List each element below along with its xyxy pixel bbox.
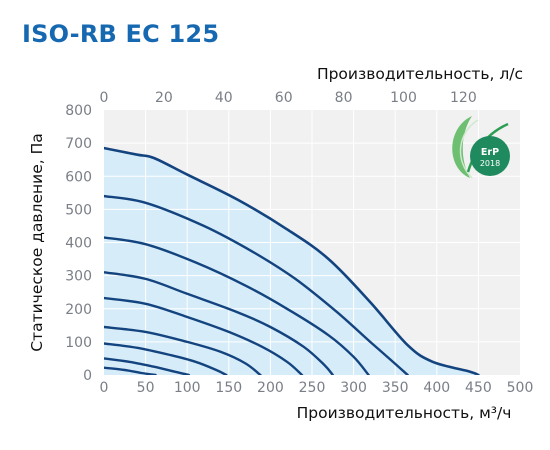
x-bottom-tick-label: 500 [507, 380, 534, 396]
y-tick-label: 700 [65, 136, 92, 152]
series-curve-4 [104, 271, 334, 375]
y-tick-label: 300 [65, 269, 92, 285]
y-tick-label: 400 [65, 236, 92, 252]
series-curve-6 [104, 325, 262, 375]
x-top-tick-label: 0 [100, 90, 109, 106]
erp-leaf-icon [452, 116, 472, 178]
x-axis-bottom-label: Производительность, м³/ч [297, 404, 512, 422]
series-curve-3 [104, 236, 370, 375]
x-bottom-tick-label: 300 [340, 380, 367, 396]
chart-title: ISO-RB EC 125 [22, 20, 220, 48]
x-top-tick-label: 120 [450, 90, 477, 106]
x-bottom-tick-label: 100 [174, 380, 201, 396]
x-bottom-tick-label: 0 [100, 380, 109, 396]
y-axis-label: Статическое давление, Па [28, 133, 46, 352]
erp-circle [470, 136, 510, 176]
series-curve-2 [104, 194, 409, 375]
x-top-tick-label: 60 [275, 90, 293, 106]
series-curve-9 [104, 366, 157, 375]
y-tick-label: 0 [83, 368, 92, 384]
series-curve-5 [104, 296, 304, 375]
x-axis-top-label: Производительность, л/с [317, 65, 523, 83]
y-tick-label: 800 [65, 103, 92, 119]
erp-badge: ErP 2018 [452, 116, 510, 179]
x-bottom-tick-label: 350 [382, 380, 409, 396]
x-bottom-tick-label: 400 [423, 380, 450, 396]
x-bottom-tick-label: 250 [299, 380, 326, 396]
x-bottom-tick-label: 450 [465, 380, 492, 396]
erp-year: 2018 [480, 159, 500, 168]
y-tick-label: 100 [65, 335, 92, 351]
x-top-tick-label: 20 [155, 90, 173, 106]
x-top-tick-label: 40 [215, 90, 233, 106]
erp-label: ErP [481, 147, 499, 158]
y-tick-label: 500 [65, 202, 92, 218]
x-bottom-tick-label: 50 [137, 380, 155, 396]
y-tick-label: 600 [65, 169, 92, 185]
y-tick-label: 200 [65, 302, 92, 318]
series-curve-7 [104, 342, 228, 375]
x-top-tick-label: 80 [335, 90, 353, 106]
series-curve-8 [104, 357, 191, 375]
x-bottom-tick-label: 200 [257, 380, 284, 396]
series-curve-1 [104, 146, 480, 375]
operating-area-fill [104, 148, 479, 375]
x-bottom-tick-label: 150 [215, 380, 242, 396]
erp-leaf-outline-icon [459, 119, 479, 179]
x-top-tick-label: 100 [390, 90, 417, 106]
